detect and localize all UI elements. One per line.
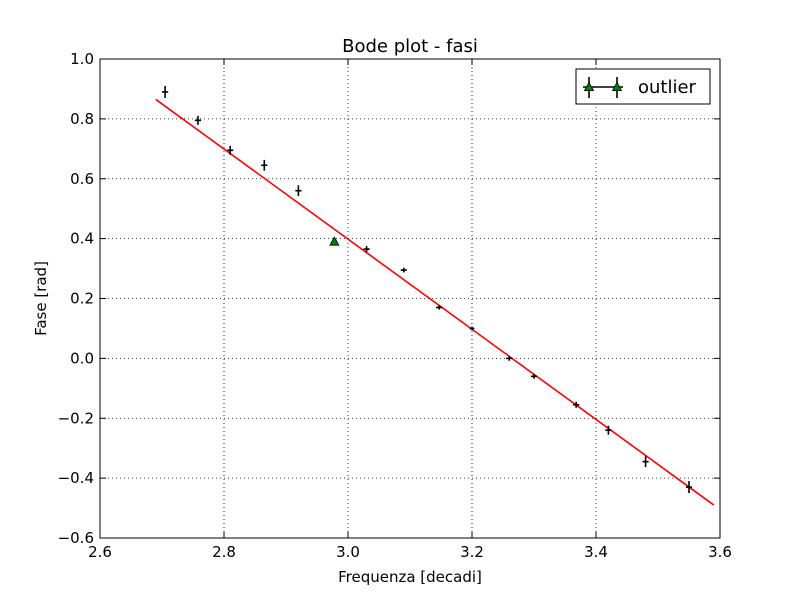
axes-frame (99, 58, 721, 539)
legend-label: outlier (638, 77, 697, 98)
data-point (227, 145, 234, 155)
y-tick-label: −0.2 (58, 409, 94, 427)
data-point (530, 373, 538, 379)
data-point (295, 185, 302, 197)
x-tick-label: 3.6 (708, 543, 732, 561)
y-tick-label: −0.4 (58, 469, 94, 487)
y-axis-label: Fase [rad] (32, 261, 50, 336)
x-tick-label: 2.8 (212, 543, 236, 561)
triangle-marker (329, 236, 340, 246)
legend-triangle-marker (611, 81, 623, 91)
data-point (685, 481, 693, 494)
y-tick-label: 0.4 (70, 230, 94, 248)
data-point (400, 267, 407, 273)
y-tick-label: 0.8 (70, 110, 94, 128)
fit-line (155, 98, 715, 506)
y-tick-label: −0.6 (58, 529, 94, 547)
y-tick-label: 0.6 (70, 170, 94, 188)
chart-title: Bode plot - fasi (342, 36, 478, 57)
series-group (155, 85, 715, 506)
y-tick-label: 0.2 (70, 290, 94, 308)
data-point (261, 159, 268, 171)
y-tick-label: 1.0 (70, 50, 94, 68)
data-point (363, 246, 370, 253)
data-point (436, 305, 443, 310)
outlier-point (329, 236, 340, 246)
legend-triangle-marker (583, 81, 595, 91)
data-point (573, 401, 580, 408)
grid: 2.6 2.8 3.0 3.2 3.4 3.6 −0.6 −0.4 −0.2 0.0 0.2 0.4 0… (58, 50, 732, 561)
x-tick-label: 2.6 (88, 543, 112, 561)
y-tick-label: 0.0 (70, 349, 94, 367)
x-tick-label: 3.0 (336, 543, 360, 561)
x-tick-label: 3.2 (460, 543, 484, 561)
data-point (642, 456, 649, 468)
x-tick-label: 3.4 (584, 543, 608, 561)
data-point (469, 326, 475, 331)
data-point (194, 115, 202, 125)
data-point (605, 425, 612, 435)
legend: outlier (575, 68, 711, 105)
x-axis-label: Frequenza [decadi] (338, 568, 482, 586)
data-point (506, 355, 513, 361)
data-point (162, 85, 169, 98)
